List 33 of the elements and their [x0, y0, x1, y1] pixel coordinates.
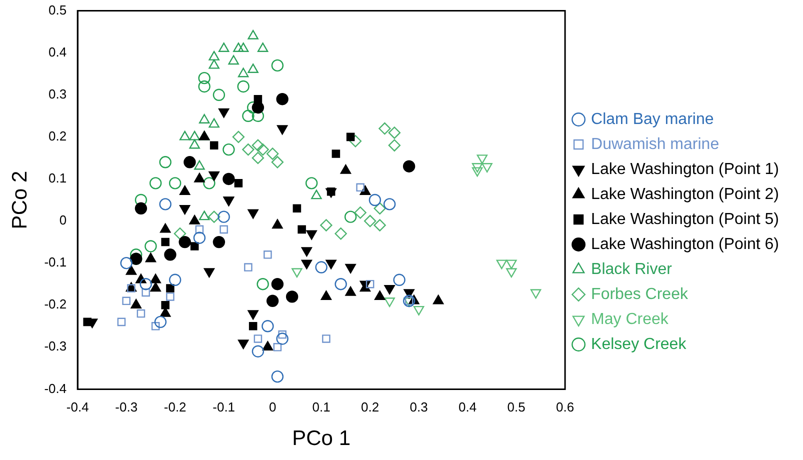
y-tick-label: 0.3 — [48, 86, 67, 102]
x-tick-label: 0 — [268, 400, 276, 415]
y-tick-label: -0.3 — [44, 338, 67, 354]
legend-label: May Creek — [591, 310, 670, 328]
x-tick-label: 0.1 — [312, 400, 330, 415]
y-tick-label: -0.2 — [44, 296, 67, 312]
x-tick-label: 0.6 — [556, 400, 574, 415]
y-tick-label: -0.4 — [44, 380, 67, 396]
y-tick-label: 0.5 — [48, 2, 67, 18]
x-tick-label: 0.2 — [361, 400, 380, 415]
x-tick-label: 0.4 — [458, 400, 477, 415]
legend-label: Lake Washington (Point 5) — [591, 210, 779, 228]
y-axis-title: PCo 2 — [8, 170, 32, 230]
x-tick-label: -0.4 — [66, 400, 89, 415]
legend-label: Black River — [591, 260, 673, 278]
x-tick-label: -0.1 — [212, 400, 236, 415]
x-tick-label: -0.2 — [164, 400, 186, 415]
legend-label: Lake Washington (Point 6) — [591, 236, 779, 253]
legend-label: Lake Washington (Point 2) — [591, 186, 779, 203]
x-axis-title: PCo 1 — [292, 427, 351, 450]
y-tick-label: 0.1 — [48, 170, 67, 186]
legend-label: Duwamish marine — [591, 136, 720, 153]
x-tick-label: -0.3 — [115, 400, 138, 415]
legend-label: Clam Bay marine — [591, 110, 714, 128]
y-tick-label: 0.2 — [48, 128, 67, 144]
x-tick-label: 0.3 — [410, 400, 428, 415]
legend-label: Kelsey Creek — [591, 336, 688, 353]
y-tick-label: 0 — [59, 212, 67, 228]
legend-label: Lake Washington (Point 1) — [591, 160, 779, 178]
y-tick-label: 0.4 — [48, 44, 67, 60]
legend-label: Forbes Creek — [591, 286, 689, 303]
y-tick-label: -0.1 — [44, 254, 67, 270]
x-tick-label: 0.5 — [507, 400, 526, 415]
